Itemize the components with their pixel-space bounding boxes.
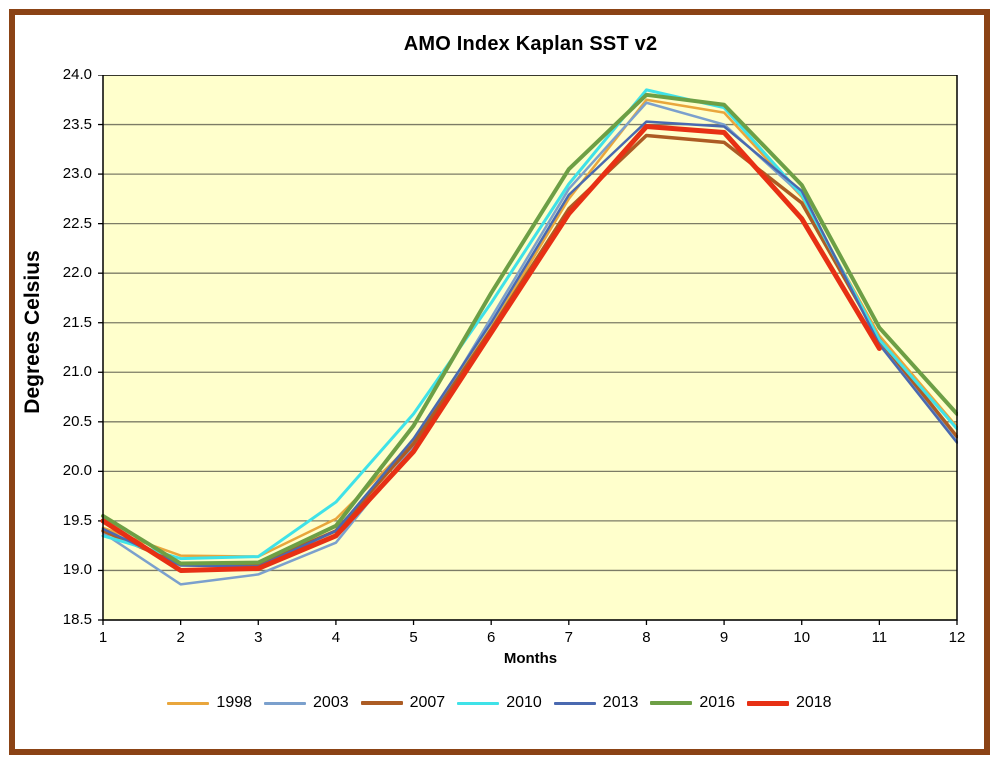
y-tick-label: 19.0 [62, 561, 92, 579]
legend-line-swatch [650, 701, 693, 705]
y-tick-label: 22.5 [62, 214, 92, 232]
legend-line-swatch [746, 700, 789, 706]
x-tick-label: 1 [98, 629, 108, 646]
series-line-2018 [100, 124, 882, 573]
legend-label: 2003 [313, 694, 349, 711]
legend-label: 2018 [795, 694, 832, 711]
x-tick-label: 12 [948, 629, 966, 646]
legend-item-2003: 2003 [264, 694, 349, 712]
x-tick-label: 8 [642, 629, 651, 646]
legend-item-2018: 2018 [746, 694, 832, 712]
chart-title: AMO Index Kaplan SST v2 [403, 33, 658, 55]
y-tick-label: 21.5 [62, 313, 92, 331]
y-tick-label: 23.0 [62, 165, 92, 183]
legend-item-2007: 2007 [360, 694, 446, 712]
legend-label: 1998 [216, 694, 253, 711]
x-axis-title: Months [503, 650, 558, 667]
x-tick-label: 6 [487, 629, 496, 646]
x-tick-label: 9 [719, 629, 729, 646]
x-tick-label: 11 [871, 629, 888, 646]
y-tick-label: 22.0 [62, 264, 92, 282]
y-tick-label: 20.0 [62, 462, 92, 480]
y-tick-label: 24.0 [62, 66, 92, 83]
plot-area [98, 75, 958, 625]
x-tick-label: 7 [564, 629, 573, 646]
legend-line-swatch [264, 701, 307, 705]
legend-line-swatch [167, 701, 210, 705]
x-tick-label: 2 [176, 629, 185, 646]
y-tick-label: 19.5 [62, 511, 92, 529]
legend-line-swatch [457, 701, 500, 705]
legend-line-swatch [553, 701, 596, 705]
y-tick-label: 20.5 [62, 412, 92, 430]
y-tick-label: 18.5 [62, 611, 92, 628]
legend: 1998 2003 2007 2010 2013 2016 2018 [0, 694, 999, 712]
x-tick-label: 3 [254, 629, 263, 646]
legend-label: 2010 [506, 694, 542, 711]
legend-item-2010: 2010 [457, 694, 542, 712]
legend-item-2013: 2013 [553, 694, 639, 712]
x-tick-label: 4 [331, 629, 341, 646]
plot-border [102, 75, 958, 621]
series-line-2016 [101, 92, 958, 566]
legend-label: 2016 [699, 694, 735, 711]
y-tick-label: 21.0 [62, 363, 92, 381]
x-tick-label: 10 [793, 629, 811, 646]
legend-item-2016: 2016 [650, 694, 735, 712]
legend-label: 2007 [409, 694, 446, 711]
x-tick-label: 5 [409, 629, 418, 646]
legend-label: 2013 [602, 694, 639, 711]
legend-line-swatch [360, 701, 403, 705]
y-tick-label: 23.5 [62, 115, 92, 133]
legend-item-1998: 1998 [167, 694, 252, 712]
